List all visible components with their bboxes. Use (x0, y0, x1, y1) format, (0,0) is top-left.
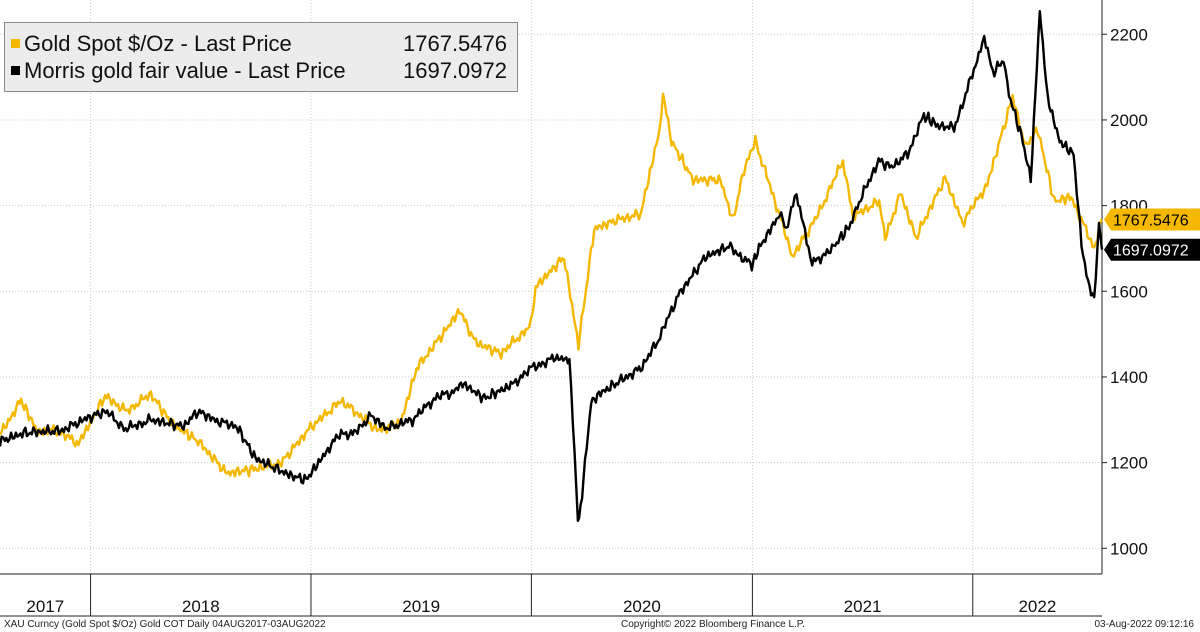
last-value-tags: 1767.5476 1697.0972 (1104, 208, 1200, 261)
tag-value: 1697.0972 (1113, 243, 1189, 260)
legend-label: Gold Spot $/Oz - Last Price (24, 31, 292, 56)
year-label: 2022 (1018, 597, 1056, 616)
axes (0, 0, 1103, 575)
legend-swatch-icon (11, 38, 20, 48)
legend-label: Morris gold fair value - Last Price (24, 58, 346, 83)
year-label: 2019 (402, 597, 440, 616)
year-label: 2020 (623, 597, 661, 616)
tag-shape (1104, 238, 1200, 261)
footer-timestamp: 03-Aug-2022 09:12:16 (1094, 619, 1194, 630)
legend-swatch-icon (11, 65, 20, 75)
footer-copyright: Copyright© 2022 Bloomberg Finance L.P. (621, 619, 805, 630)
tag-gold-spot-last: 1767.5476 (1104, 208, 1200, 231)
legend-item-morris-fair-value: Morris gold fair value - Last Price 1697… (11, 58, 507, 84)
footer-source: XAU Curncy (Gold Spot $/Oz) Gold COT Dai… (4, 619, 326, 630)
year-label: 2021 (844, 597, 882, 616)
tag-shape (1104, 208, 1200, 231)
year-label: 2017 (26, 597, 64, 616)
y-tick-label: 1400 (1110, 368, 1148, 387)
legend: Gold Spot $/Oz - Last Price 1767.5476 Mo… (4, 22, 518, 92)
tag-morris-last: 1697.0972 (1104, 238, 1200, 261)
y-tick-label: 2000 (1110, 111, 1148, 130)
series-morris-fair-value (0, 10, 1104, 522)
legend-item-gold-spot: Gold Spot $/Oz - Last Price 1767.5476 (11, 31, 507, 57)
y-tick-label: 2200 (1110, 25, 1148, 44)
y-tick-label: 1600 (1110, 282, 1148, 301)
year-label: 2018 (182, 597, 220, 616)
tag-value: 1767.5476 (1113, 213, 1189, 230)
year-labels: 2017 2018 2019 2020 2021 2022 (0, 574, 1102, 617)
y-tick-label: 1000 (1110, 539, 1148, 558)
series-lines (0, 10, 1104, 522)
legend-value: 1767.5476 (403, 31, 507, 56)
series-gold-spot (0, 92, 1104, 478)
legend-value: 1697.0972 (403, 58, 507, 83)
y-tick-label: 1200 (1110, 454, 1148, 473)
